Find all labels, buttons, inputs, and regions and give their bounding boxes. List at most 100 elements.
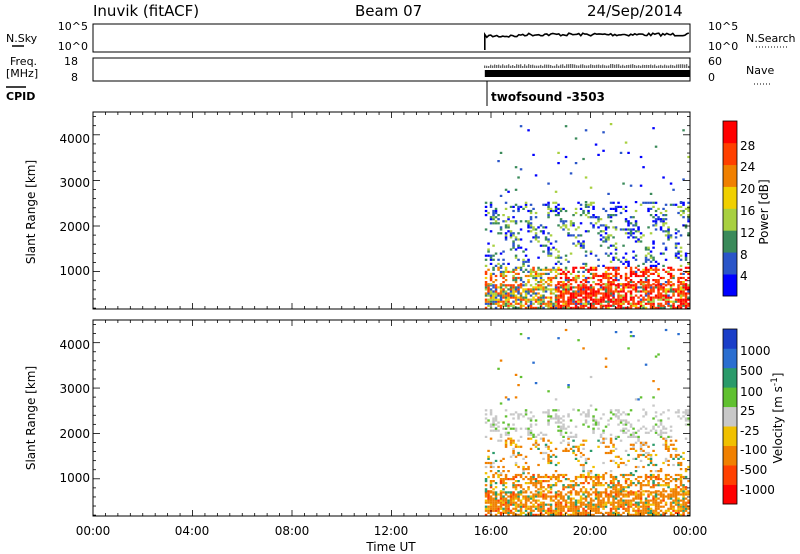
data-cell	[557, 302, 560, 305]
data-cell	[647, 270, 650, 273]
data-cell	[627, 220, 630, 223]
data-cell	[564, 155, 568, 159]
noise-sky-label: N.Sky	[6, 32, 38, 45]
data-cell	[639, 281, 643, 284]
data-cell	[542, 457, 545, 460]
x-axis-title: Time UT	[365, 540, 416, 554]
data-cell	[559, 473, 563, 477]
data-cell	[597, 218, 600, 221]
data-cell	[617, 435, 620, 438]
data-cell	[529, 226, 533, 229]
data-cell	[584, 302, 588, 305]
data-cell	[662, 505, 665, 508]
data-cell	[677, 276, 680, 280]
data-cell	[532, 274, 535, 278]
data-cell	[664, 431, 668, 434]
data-cell	[487, 294, 490, 297]
data-cell	[572, 296, 575, 299]
data-cell	[672, 457, 675, 460]
data-cell	[634, 288, 638, 291]
data-cell	[549, 248, 553, 251]
data-cell	[574, 306, 578, 309]
data-cell	[669, 236, 673, 239]
data-cell	[662, 488, 665, 491]
data-cell	[672, 490, 675, 493]
data-cell	[529, 507, 533, 510]
data-cell	[649, 250, 653, 253]
data-cell	[679, 482, 683, 485]
data-cell	[489, 201, 493, 204]
data-cell	[589, 186, 593, 189]
data-cell	[672, 501, 675, 504]
data-cell	[607, 286, 610, 289]
data-cell	[484, 480, 488, 483]
data-cell	[587, 286, 590, 289]
data-cell	[582, 244, 585, 247]
data-cell	[642, 201, 645, 204]
data-cell	[614, 437, 618, 440]
data-cell	[494, 298, 498, 301]
data-cell	[657, 302, 660, 305]
data-cell	[647, 268, 650, 271]
data-cell	[584, 478, 588, 481]
data-cell	[512, 220, 515, 223]
data-cell	[634, 449, 638, 452]
data-cell	[512, 507, 515, 510]
data-cell	[532, 270, 535, 273]
data-cell	[642, 503, 645, 506]
data-cell	[502, 270, 505, 273]
data-cell	[652, 501, 655, 504]
data-cell	[642, 272, 645, 275]
data-cell	[679, 286, 683, 289]
data-cell	[667, 288, 670, 291]
data-cell	[637, 296, 640, 299]
data-cell	[652, 216, 655, 219]
data-cell	[634, 302, 638, 305]
data-cell	[484, 281, 488, 284]
data-cell	[687, 288, 690, 291]
data-cell	[527, 433, 530, 436]
data-cell	[507, 511, 510, 514]
data-cell	[489, 262, 493, 265]
data-cell	[682, 507, 685, 510]
noise-trace	[484, 32, 690, 50]
data-cell	[537, 499, 540, 502]
x-axis: 00:00 04:00 08:00 12:00 16:00 20:00 00:0…	[76, 524, 708, 554]
data-cell	[629, 335, 633, 338]
data-cell	[642, 274, 645, 278]
data-cell	[624, 507, 628, 510]
data-cell	[564, 288, 568, 291]
data-cell	[492, 298, 495, 301]
data-cell	[669, 488, 673, 491]
data-cell	[652, 240, 655, 243]
data-cell	[514, 290, 518, 293]
data-cell	[507, 304, 510, 307]
data-cell	[592, 302, 595, 305]
data-cell	[487, 288, 490, 291]
data-cell	[524, 288, 528, 291]
data-cell	[569, 499, 573, 502]
data-cell	[519, 205, 523, 208]
data-cell	[509, 232, 513, 235]
data-cell	[662, 268, 665, 271]
data-cell	[567, 441, 570, 444]
data-cell	[634, 258, 638, 261]
data-cell	[579, 488, 583, 491]
data-cell	[607, 290, 610, 293]
xtick-1600: 16:00	[474, 524, 509, 538]
data-cell	[597, 274, 600, 278]
data-cell	[549, 415, 553, 418]
data-cell	[667, 478, 670, 481]
data-cell	[644, 511, 648, 514]
data-cell	[669, 290, 673, 293]
data-cell	[537, 443, 540, 446]
data-cell	[667, 445, 670, 448]
data-cell	[484, 509, 488, 512]
data-cell	[674, 473, 678, 477]
xtick-1200: 12:00	[374, 524, 409, 538]
data-cell	[587, 473, 590, 477]
data-cell	[654, 218, 658, 221]
data-cell	[649, 256, 653, 259]
data-cell	[494, 459, 498, 462]
data-cell	[639, 449, 643, 452]
